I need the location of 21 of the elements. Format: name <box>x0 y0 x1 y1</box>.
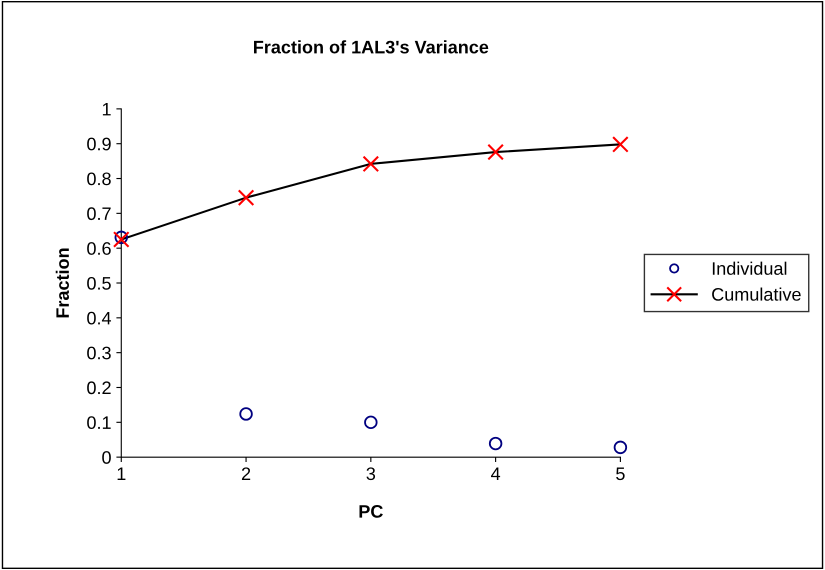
y-tick-label: 0.1 <box>87 416 111 430</box>
y-tick-label: 0.8 <box>87 172 111 186</box>
x-tick-label: 2 <box>242 467 250 480</box>
legend-label: Cumulative <box>712 288 801 301</box>
y-tick-label: 0.4 <box>87 312 112 325</box>
y-tick-label: 0.6 <box>87 242 111 255</box>
y-tick-label: 1 <box>102 102 111 116</box>
y-tick-label: 0.9 <box>87 138 111 150</box>
y-tick-label: 0.3 <box>87 346 111 360</box>
y-tick-label: 0.2 <box>87 381 111 394</box>
x-tick-label: 1 <box>118 468 126 480</box>
x-tick-label: 5 <box>616 468 625 480</box>
y-tick-label: 0.5 <box>87 276 111 290</box>
x-tick-label: 4 <box>491 468 500 480</box>
legend-label: Individual <box>712 262 786 275</box>
chart-title: Fraction of 1AL3's Variance <box>254 40 488 54</box>
x-tick-label: 3 <box>366 467 376 480</box>
y-axis-title: Fraction <box>56 248 69 318</box>
y-tick-label: 0.7 <box>87 207 111 220</box>
x-axis-title: PC <box>360 505 383 518</box>
y-tick-label: 0 <box>102 451 111 464</box>
